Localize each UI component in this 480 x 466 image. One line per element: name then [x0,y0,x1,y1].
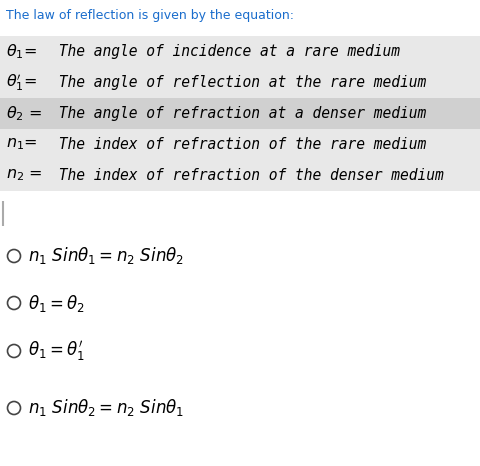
Bar [0,36,480,67]
Bar [0,36,480,191]
Text: The index of refraction of the denser medium: The index of refraction of the denser me… [50,168,443,183]
Text: $\theta_1'$=: $\theta_1'$= [6,72,39,93]
Bar [0,98,480,129]
Bar [0,129,480,160]
Text: The angle of refraction at a denser medium: The angle of refraction at a denser medi… [50,106,425,121]
Text: The angle of incidence at a rare medium: The angle of incidence at a rare medium [50,44,399,59]
Bar [0,160,480,191]
Text: $\theta_1 = \theta_2$: $\theta_1 = \theta_2$ [28,293,85,314]
Text: $\theta_2$ =: $\theta_2$ = [6,104,44,123]
Text: $\theta_1$=: $\theta_1$= [6,42,39,61]
Text: $\theta_1 = \theta_1'$: $\theta_1 = \theta_1'$ [28,339,85,363]
Text: $n_1$=: $n_1$= [6,137,39,152]
Bar [0,67,480,98]
Text: The angle of reflection at the rare medium: The angle of reflection at the rare medi… [50,75,425,90]
Text: $n_2$ =: $n_2$ = [6,168,44,183]
Text: The index of refraction of the rare medium: The index of refraction of the rare medi… [50,137,425,152]
Text: $n_1\ Sin\theta_1 = n_2\ Sin\theta_2$: $n_1\ Sin\theta_1 = n_2\ Sin\theta_2$ [28,246,184,267]
Text: $n_1\ Sin\theta_2 = n_2\ Sin\theta_1$: $n_1\ Sin\theta_2 = n_2\ Sin\theta_1$ [28,397,184,418]
Text: The law of reflection is given by the equation:: The law of reflection is given by the eq… [6,9,293,22]
